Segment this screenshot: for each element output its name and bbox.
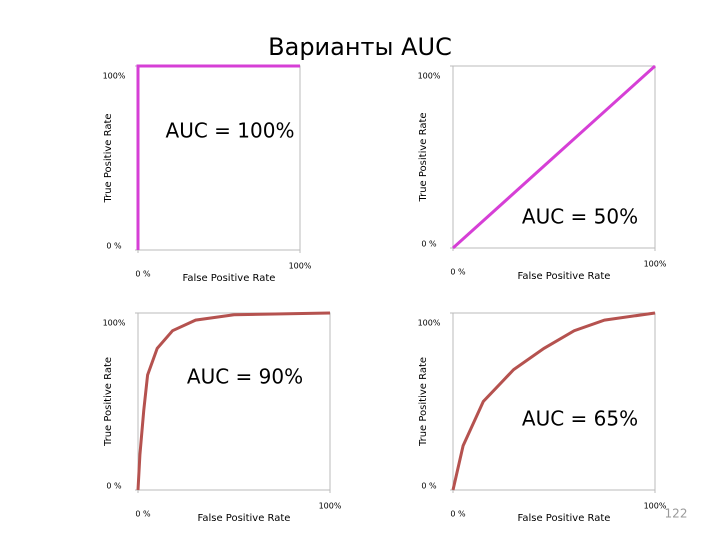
y-tick-label: 100% — [103, 72, 126, 81]
x-axis-label: False Positive Rate — [518, 271, 611, 282]
x-tick-label: 0 % — [135, 270, 151, 279]
page-number: 122 — [665, 507, 688, 521]
x-tick-label: 100% — [289, 262, 312, 271]
x-tick-label: 100% — [644, 502, 667, 511]
y-tick-label: 100% — [418, 72, 441, 81]
plot-frame — [137, 312, 331, 491]
x-tick-label: 0 % — [450, 268, 466, 277]
auc-annotation: AUC = 50% — [522, 205, 638, 229]
auc-annotation: AUC = 100% — [166, 119, 295, 143]
roc-curve — [451, 311, 656, 491]
y-tick-label: 0 % — [106, 242, 122, 251]
plot-frame — [137, 65, 301, 251]
x-tick-label: 100% — [644, 260, 667, 269]
x-tick-label: 0 % — [135, 510, 151, 519]
roc-curve — [136, 64, 300, 250]
x-tick-label: 0 % — [450, 510, 466, 519]
y-tick-label: 0 % — [421, 240, 437, 249]
y-axis-label: True Positive Rate — [418, 112, 429, 202]
slide-title: Варианты AUC — [268, 33, 452, 61]
y-tick-label: 100% — [103, 319, 126, 328]
plot-frame — [452, 65, 656, 249]
y-axis-label: True Positive Rate — [103, 113, 114, 203]
x-axis-label: False Positive Rate — [183, 273, 276, 284]
y-axis-label: True Positive Rate — [418, 357, 429, 447]
x-tick-label: 100% — [319, 502, 342, 511]
y-axis-label: True Positive Rate — [103, 357, 114, 447]
y-tick-label: 0 % — [421, 482, 437, 491]
x-axis-label: False Positive Rate — [518, 513, 611, 524]
plot-frame — [452, 312, 656, 491]
roc-curve — [451, 64, 657, 250]
auc-annotation: AUC = 90% — [187, 365, 303, 389]
y-tick-label: 100% — [418, 319, 441, 328]
roc-curve — [136, 311, 331, 491]
y-tick-label: 0 % — [106, 482, 122, 491]
auc-annotation: AUC = 65% — [522, 407, 638, 431]
x-axis-label: False Positive Rate — [198, 513, 291, 524]
